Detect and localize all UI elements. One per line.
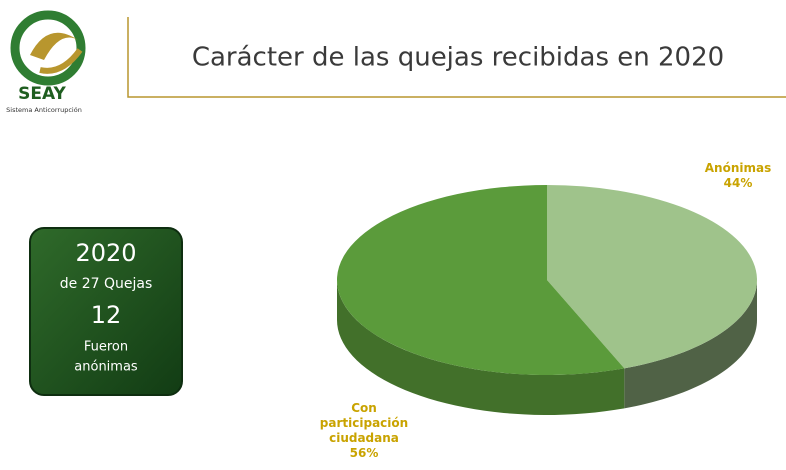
pie-label-category: Con participación ciudadana	[320, 401, 408, 445]
stats-background	[29, 227, 183, 396]
logo-name: SEAY	[18, 84, 66, 104]
pie-label-line: Con	[351, 401, 377, 415]
stats-total: de 27 Quejas	[60, 276, 152, 292]
pie-label-line: ciudadana	[329, 431, 399, 445]
logo-swirl	[39, 48, 83, 74]
stats-count: 12	[91, 301, 122, 329]
chart-title: Carácter de las quejas recibidas en 2020	[192, 43, 724, 73]
pie-value-label: 56%	[350, 446, 379, 460]
pie: Anónimas 44% Con participación ciudadana 56%	[320, 161, 771, 460]
pie-slice	[337, 185, 625, 375]
pie-slice-side	[337, 280, 625, 415]
pie-value-label: 44%	[724, 176, 753, 190]
logo-subtitle: Sistema Anticorrupción	[6, 106, 82, 114]
stats-box: 2020 de 27 Quejas 12 Fueron anónimas	[29, 227, 183, 396]
stats-year: 2020	[75, 239, 136, 267]
stats-label: anónimas	[74, 360, 138, 375]
pie-label: Anónimas 44%	[705, 161, 771, 190]
logo-swirl	[30, 32, 78, 60]
logo-ring	[10, 10, 86, 86]
pie-slice	[547, 184, 758, 369]
pie-label: Con participación ciudadana 56%	[320, 401, 408, 460]
pie-label-line: participación	[320, 416, 408, 430]
pie-label-category: Anónimas	[705, 161, 771, 175]
pie-slice-side	[624, 280, 757, 409]
stats-label: Fueron	[84, 340, 128, 355]
title-frame	[127, 17, 786, 98]
logo: SEAY Sistema Anticorrupción	[6, 10, 86, 114]
